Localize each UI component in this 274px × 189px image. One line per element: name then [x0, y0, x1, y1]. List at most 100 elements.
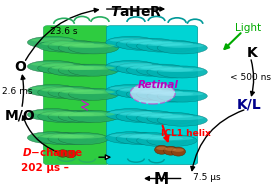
Ellipse shape [157, 66, 207, 78]
Ellipse shape [140, 42, 183, 46]
Ellipse shape [62, 112, 105, 116]
Ellipse shape [147, 112, 197, 124]
Ellipse shape [140, 66, 183, 70]
Ellipse shape [41, 134, 84, 139]
Ellipse shape [72, 90, 115, 94]
Ellipse shape [62, 134, 105, 139]
Ellipse shape [68, 64, 119, 76]
Ellipse shape [151, 68, 193, 72]
Ellipse shape [137, 40, 187, 52]
Ellipse shape [110, 38, 152, 42]
Ellipse shape [68, 42, 119, 54]
Ellipse shape [130, 112, 173, 116]
Ellipse shape [48, 64, 98, 76]
Text: M/O: M/O [5, 108, 36, 122]
Ellipse shape [165, 148, 176, 151]
Ellipse shape [130, 66, 173, 70]
Ellipse shape [126, 38, 176, 50]
Text: K/L: K/L [237, 97, 261, 111]
Ellipse shape [62, 44, 105, 48]
Text: $\bfit{T}$$\mathbf{aHeR}$: $\bfit{T}$$\mathbf{aHeR}$ [110, 5, 162, 19]
Text: Retinal: Retinal [137, 80, 178, 90]
Ellipse shape [161, 116, 204, 120]
Ellipse shape [106, 36, 156, 48]
Ellipse shape [126, 64, 176, 76]
Ellipse shape [27, 132, 78, 144]
Ellipse shape [161, 44, 204, 48]
Ellipse shape [72, 44, 115, 48]
Ellipse shape [48, 110, 98, 122]
Text: $\bfit{D}$$\mathbf{-change}$: $\bfit{D}$$\mathbf{-change}$ [22, 146, 83, 160]
Ellipse shape [106, 108, 156, 121]
Ellipse shape [116, 62, 166, 74]
Ellipse shape [65, 150, 76, 158]
Ellipse shape [31, 110, 74, 115]
Ellipse shape [151, 114, 193, 118]
Ellipse shape [31, 62, 74, 66]
Ellipse shape [41, 64, 84, 68]
Ellipse shape [27, 60, 78, 72]
Ellipse shape [116, 86, 166, 98]
Ellipse shape [137, 135, 187, 146]
Ellipse shape [52, 88, 94, 92]
Ellipse shape [116, 38, 166, 50]
Ellipse shape [52, 66, 94, 70]
Ellipse shape [140, 136, 183, 140]
FancyBboxPatch shape [106, 26, 198, 165]
Ellipse shape [130, 83, 175, 104]
Ellipse shape [110, 86, 152, 90]
Text: 7.5 μs: 7.5 μs [193, 173, 221, 182]
Ellipse shape [137, 88, 187, 100]
Ellipse shape [106, 60, 156, 72]
Ellipse shape [161, 68, 204, 72]
Ellipse shape [106, 132, 156, 144]
Ellipse shape [58, 64, 108, 76]
Ellipse shape [38, 62, 88, 74]
Ellipse shape [62, 90, 105, 94]
Ellipse shape [62, 66, 105, 70]
Ellipse shape [31, 133, 74, 138]
Ellipse shape [31, 38, 74, 42]
Ellipse shape [120, 64, 162, 68]
Ellipse shape [27, 36, 78, 48]
Ellipse shape [120, 88, 162, 92]
Text: O: O [14, 60, 26, 74]
Ellipse shape [151, 92, 193, 96]
Ellipse shape [31, 86, 74, 90]
Ellipse shape [126, 133, 176, 145]
Ellipse shape [147, 66, 197, 78]
Ellipse shape [38, 86, 88, 98]
Ellipse shape [151, 136, 193, 140]
Ellipse shape [156, 147, 167, 150]
Text: K: K [246, 46, 257, 60]
Ellipse shape [116, 133, 166, 145]
Ellipse shape [58, 42, 108, 54]
Ellipse shape [41, 112, 84, 116]
Text: 202 µs –: 202 µs – [21, 163, 69, 173]
Ellipse shape [157, 90, 207, 102]
Ellipse shape [137, 64, 187, 76]
Ellipse shape [72, 112, 115, 116]
Text: 23.6 s: 23.6 s [50, 27, 78, 36]
Ellipse shape [110, 133, 152, 138]
Ellipse shape [106, 84, 156, 97]
Ellipse shape [38, 40, 88, 52]
Ellipse shape [41, 88, 84, 92]
Ellipse shape [137, 112, 187, 124]
Ellipse shape [157, 42, 207, 54]
Ellipse shape [157, 114, 207, 126]
Ellipse shape [120, 112, 162, 116]
Ellipse shape [52, 112, 94, 116]
Ellipse shape [120, 40, 162, 44]
Ellipse shape [27, 84, 78, 97]
Ellipse shape [72, 66, 115, 70]
Ellipse shape [48, 86, 98, 98]
Text: < 500 ns: < 500 ns [230, 73, 271, 82]
Ellipse shape [151, 42, 193, 46]
Ellipse shape [58, 133, 108, 145]
Ellipse shape [27, 108, 78, 121]
Ellipse shape [52, 42, 94, 46]
Ellipse shape [130, 134, 173, 139]
Ellipse shape [48, 40, 98, 52]
Ellipse shape [155, 145, 169, 154]
